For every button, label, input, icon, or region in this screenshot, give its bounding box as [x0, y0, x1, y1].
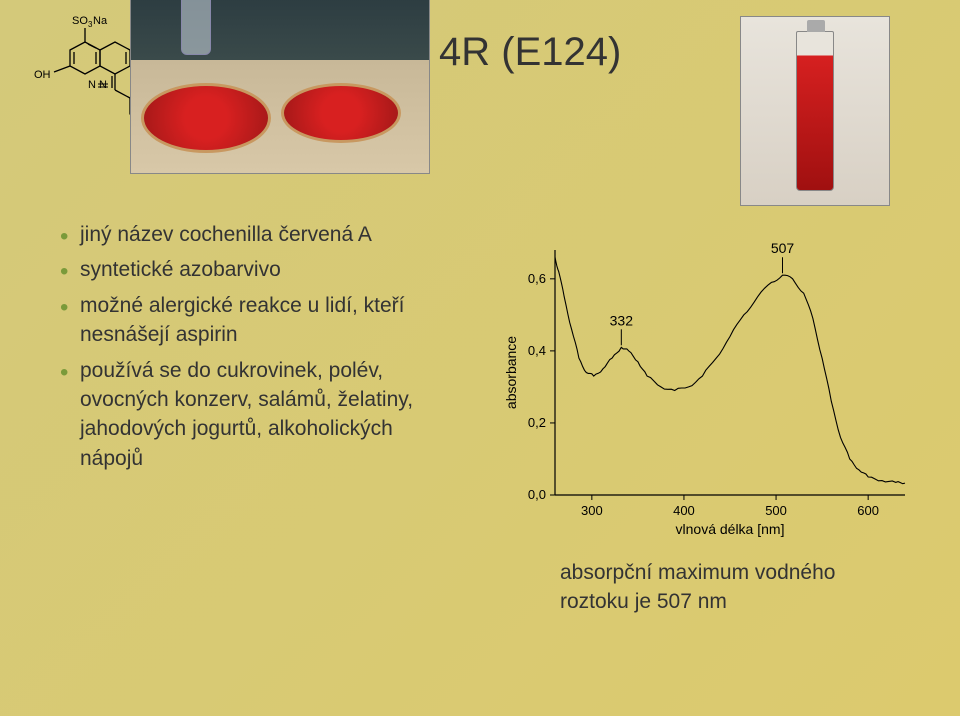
tart-graphic [141, 83, 271, 153]
svg-text:0,4: 0,4 [528, 343, 546, 358]
svg-text:Na: Na [93, 15, 108, 27]
absorption-line-1: absorpční maximum vodného [560, 561, 835, 584]
absorbance-chart: 0,0 0,2 0,4 0,6 300 400 500 600 vlnová délka [nm… [500, 240, 920, 540]
svg-text:507: 507 [771, 240, 795, 256]
mol-label-so3na-1: SO [72, 15, 88, 27]
tart-graphic [281, 83, 401, 143]
svg-text:332: 332 [610, 312, 634, 328]
bullet-list: jiný název cochenilla červená A syntetic… [60, 220, 460, 479]
glass-graphic [181, 0, 211, 55]
svg-text:absorbance: absorbance [503, 336, 519, 409]
svg-text:0,0: 0,0 [528, 487, 546, 502]
svg-text:400: 400 [673, 503, 695, 518]
svg-text:600: 600 [857, 503, 879, 518]
mol-label-oh: OH [34, 69, 51, 81]
bullet-item: možné alergické reakce u lidí, kteří nes… [60, 291, 460, 350]
absorption-max-text: absorpční maximum vodného roztoku je 507… [560, 559, 920, 616]
absorption-line-2: roztoku je 507 nm [560, 590, 727, 613]
bullet-item: syntetické azobarvivo [60, 255, 460, 284]
bullet-item: jiný název cochenilla červená A [60, 220, 460, 249]
cylinder-graphic [796, 31, 834, 191]
bullet-item: používá se do cukrovinek, polév, ovocnýc… [60, 356, 460, 474]
svg-text:vlnová délka [nm]: vlnová délka [nm] [676, 521, 785, 537]
mol-label-nn: N N [88, 79, 107, 91]
svg-text:300: 300 [581, 503, 603, 518]
sample-photo-cylinder [740, 16, 890, 206]
svg-text:0,2: 0,2 [528, 415, 546, 430]
sample-photo-food [130, 0, 430, 174]
svg-text:500: 500 [765, 503, 787, 518]
svg-text:0,6: 0,6 [528, 271, 546, 286]
